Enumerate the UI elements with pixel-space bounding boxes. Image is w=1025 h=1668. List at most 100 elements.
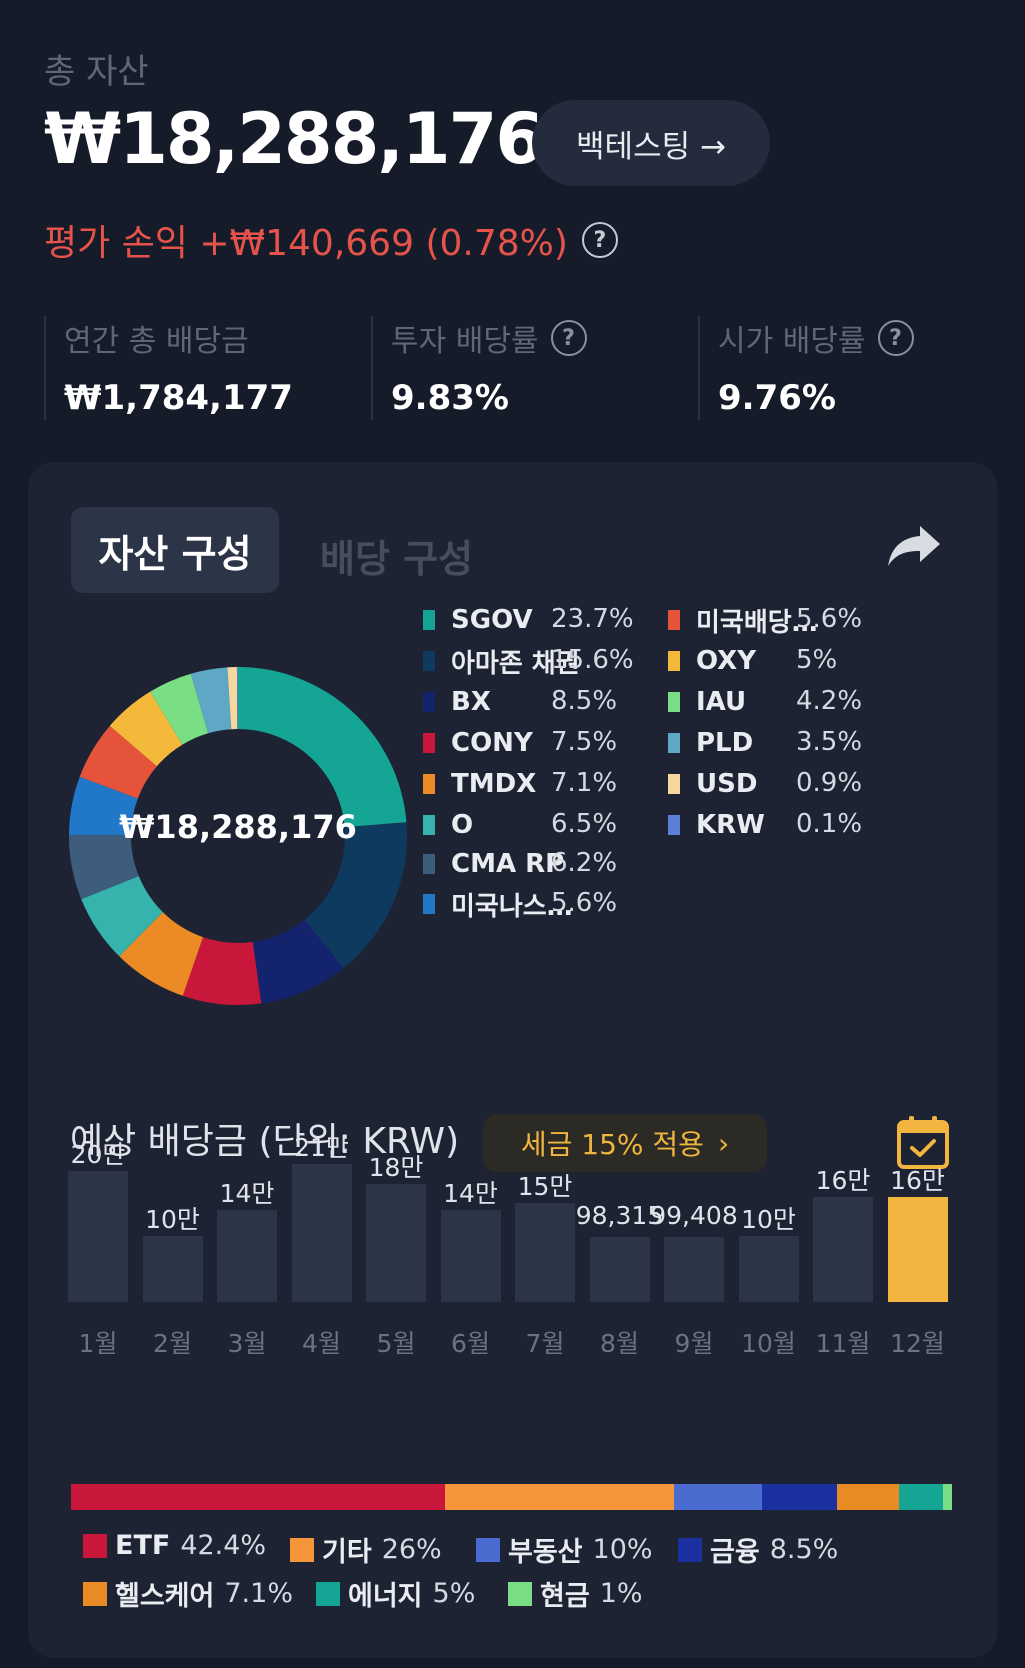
month-label: 5월 bbox=[376, 1329, 416, 1358]
sector-legend-item: 현금 1% bbox=[508, 1574, 643, 1613]
tax-toggle-pill[interactable]: 세금 15% 적용 › bbox=[483, 1114, 767, 1172]
legend-item: CONY bbox=[423, 725, 533, 761]
stat-label: 연간 총 배당금 bbox=[64, 324, 249, 359]
dividend-bar[interactable] bbox=[738, 1236, 799, 1302]
bar-value-label: 98,315 bbox=[575, 1201, 664, 1231]
bar-value-label: 14만 bbox=[443, 1179, 498, 1208]
sector-name: 기타 bbox=[322, 1537, 372, 1568]
legend-swatch bbox=[668, 774, 680, 794]
dividend-bar[interactable] bbox=[291, 1164, 352, 1302]
sector-swatch bbox=[678, 1537, 702, 1562]
bar-value-label: 15만 bbox=[517, 1172, 573, 1202]
legend-name: PLD bbox=[696, 728, 754, 758]
legend-name: TMDX bbox=[451, 769, 537, 799]
help-icon[interactable]: ? bbox=[877, 320, 914, 356]
dividend-bar[interactable] bbox=[440, 1210, 501, 1302]
sector-name: 현금 bbox=[540, 1581, 590, 1612]
dividend-bar[interactable] bbox=[217, 1210, 277, 1302]
sector-swatch bbox=[83, 1581, 107, 1606]
legend-name: 미국배당… bbox=[696, 607, 818, 638]
dividend-bar[interactable] bbox=[813, 1196, 873, 1302]
legend-swatch bbox=[668, 610, 680, 630]
pnl-text: 평가 손익 +₩140,669 (0.78%) bbox=[44, 223, 568, 264]
sector-pct: 5% bbox=[432, 1578, 476, 1609]
legend-name: KRW bbox=[696, 810, 765, 840]
legend-name: CONY bbox=[451, 728, 533, 758]
bar-value-label: 21만 bbox=[294, 1133, 349, 1162]
legend-swatch bbox=[423, 774, 435, 794]
legend-name: IAU bbox=[696, 687, 747, 717]
portfolio-card: 자산 구성 배당 구성 ₩18,288,176 SGOV 23.7% 아마존 채권 1… bbox=[28, 462, 997, 1658]
donut-center-value: ₩18,288,176 bbox=[119, 808, 357, 846]
legend-item: 미국배당… bbox=[668, 602, 818, 638]
help-icon[interactable]: ? bbox=[581, 222, 618, 258]
legend-swatch bbox=[668, 733, 680, 753]
donut-slice bbox=[119, 912, 204, 996]
legend-pct: 6.5% bbox=[551, 809, 618, 839]
legend-name: USD bbox=[696, 769, 758, 799]
legend-item: BX bbox=[423, 684, 491, 720]
dividend-bar[interactable] bbox=[68, 1170, 128, 1302]
tab-asset-composition[interactable]: 자산 구성 bbox=[71, 507, 279, 593]
sector-swatch bbox=[316, 1581, 340, 1606]
legend-name: OXY bbox=[696, 646, 757, 676]
stat-value: 9.83% bbox=[391, 378, 509, 418]
sector-segment bbox=[943, 1484, 952, 1510]
legend-swatch bbox=[423, 651, 435, 671]
donut-slice bbox=[252, 919, 344, 1004]
legend-pct: 4.2% bbox=[796, 686, 863, 716]
legend-pct: 5.6% bbox=[551, 888, 618, 918]
stat-label: 시가 배당률? bbox=[718, 316, 914, 360]
dividend-bar[interactable] bbox=[366, 1183, 426, 1302]
share-icon[interactable] bbox=[886, 522, 942, 570]
bar-value-label: 99,408 bbox=[650, 1200, 738, 1230]
tab-dividend-composition[interactable]: 배당 구성 bbox=[320, 537, 474, 581]
sector-pct: 10% bbox=[592, 1534, 653, 1565]
dividend-bar[interactable] bbox=[142, 1236, 203, 1302]
sector-swatch bbox=[83, 1533, 107, 1558]
legend-pct: 3.5% bbox=[796, 727, 863, 757]
bar-value-label: 16만 bbox=[890, 1165, 945, 1195]
dividend-bar[interactable] bbox=[515, 1203, 575, 1302]
sector-segment bbox=[761, 1484, 837, 1510]
bar-value-label: 18만 bbox=[368, 1152, 424, 1182]
dividend-section-title: 예상 배당금 (단위: KRW) bbox=[70, 1121, 460, 1162]
stat-market-yield: 시가 배당률? 9.76% bbox=[698, 316, 914, 420]
sector-name: 에너지 bbox=[348, 1581, 423, 1612]
dividend-bar[interactable] bbox=[887, 1196, 948, 1302]
total-assets-label: 총 자산 bbox=[44, 52, 149, 92]
backtest-button[interactable]: 백테스팅 → bbox=[532, 100, 770, 186]
bar-value-label: 10만 bbox=[145, 1205, 200, 1235]
sector-segment bbox=[899, 1484, 944, 1510]
legend-name: SGOV bbox=[451, 605, 533, 635]
legend-swatch bbox=[668, 692, 680, 712]
chevron-right-icon: › bbox=[717, 1126, 730, 1160]
legend-item: PLD bbox=[668, 725, 753, 761]
month-label: 12월 bbox=[890, 1329, 945, 1358]
legend-item: 아마존 채권 bbox=[423, 643, 580, 679]
calendar-check-icon[interactable] bbox=[896, 1114, 950, 1170]
month-label: 3월 bbox=[227, 1329, 267, 1358]
legend-name: 미국나스… bbox=[451, 891, 573, 922]
legend-swatch bbox=[423, 854, 435, 874]
donut-slice bbox=[69, 776, 138, 836]
legend-pct: 7.5% bbox=[551, 727, 618, 757]
dividend-bar[interactable] bbox=[589, 1237, 650, 1302]
legend-pct: 5% bbox=[796, 645, 838, 675]
dividend-bar[interactable] bbox=[664, 1236, 724, 1302]
help-icon[interactable]: ? bbox=[550, 320, 587, 356]
sector-segment bbox=[71, 1484, 445, 1510]
bar-value-label: 14만 bbox=[219, 1179, 275, 1208]
legend-name: BX bbox=[451, 687, 491, 717]
sector-segment bbox=[836, 1484, 900, 1510]
legend-pct: 23.7% bbox=[551, 604, 634, 634]
total-assets-value: ₩18,288,176 bbox=[44, 98, 544, 180]
sector-name: 금융 bbox=[710, 1537, 760, 1568]
month-label: 11월 bbox=[815, 1329, 871, 1358]
donut-slice bbox=[150, 673, 209, 745]
legend-item: O bbox=[423, 807, 473, 843]
donut-slice bbox=[236, 667, 238, 730]
donut-slice bbox=[304, 822, 408, 969]
legend-name: 아마존 채권 bbox=[451, 648, 580, 679]
legend-name: O bbox=[451, 810, 474, 840]
